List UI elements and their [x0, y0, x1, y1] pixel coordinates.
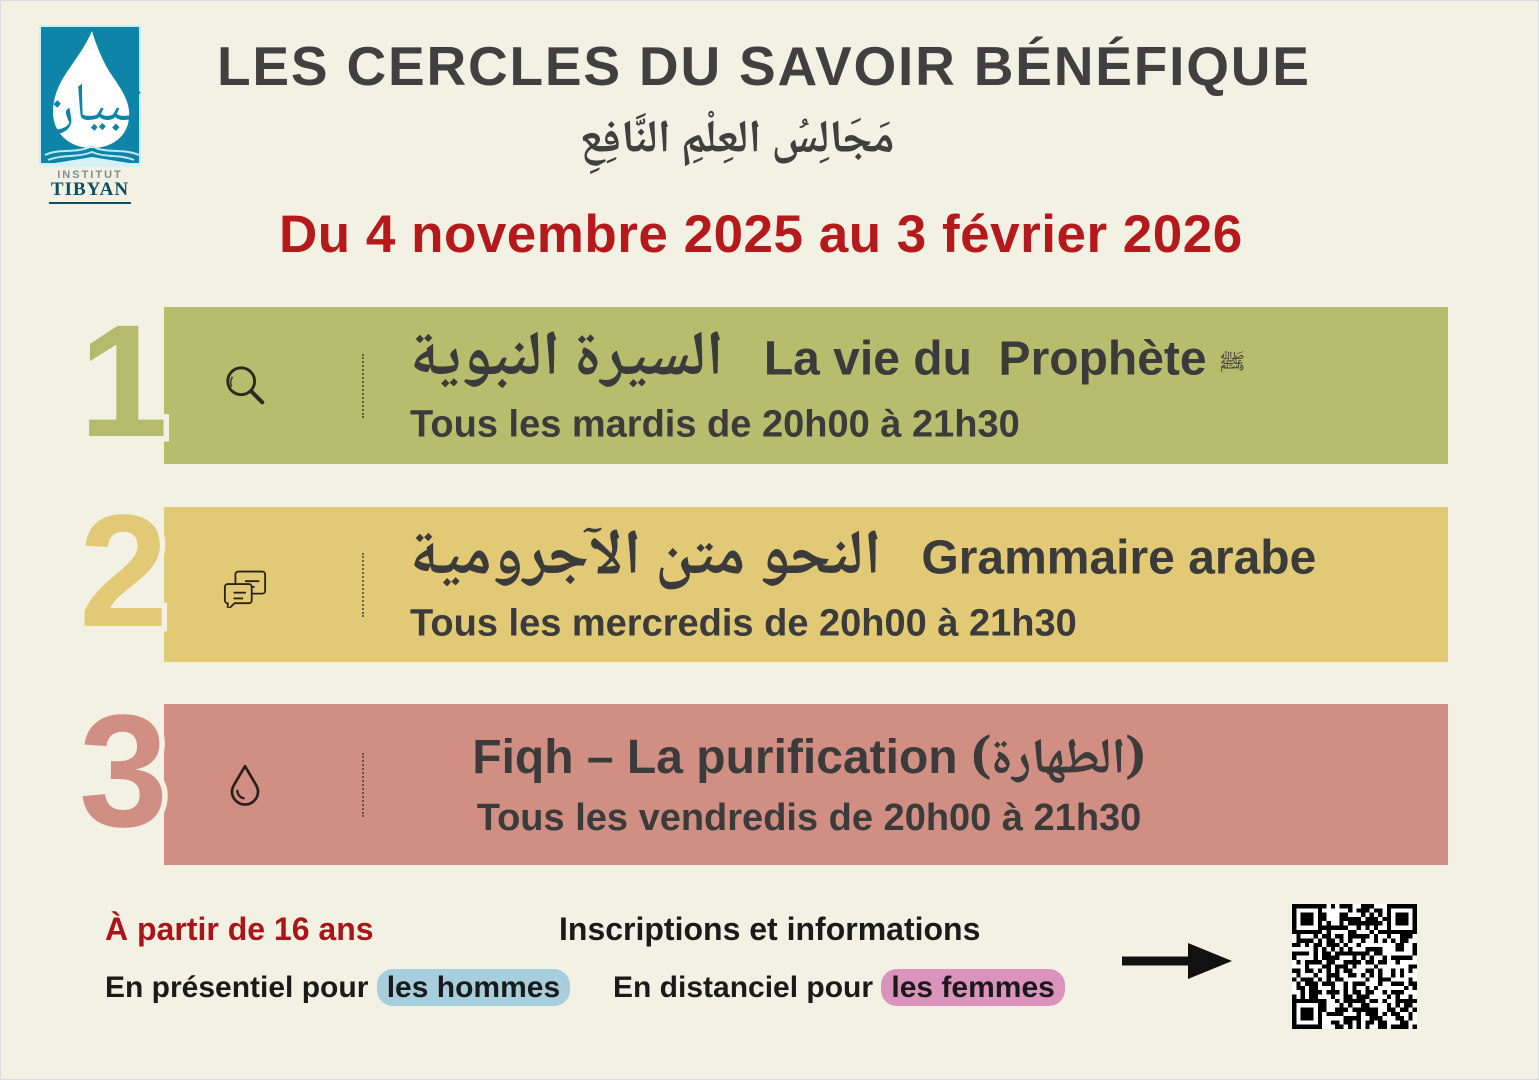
svg-text:تبيان: تبيان	[42, 63, 141, 155]
